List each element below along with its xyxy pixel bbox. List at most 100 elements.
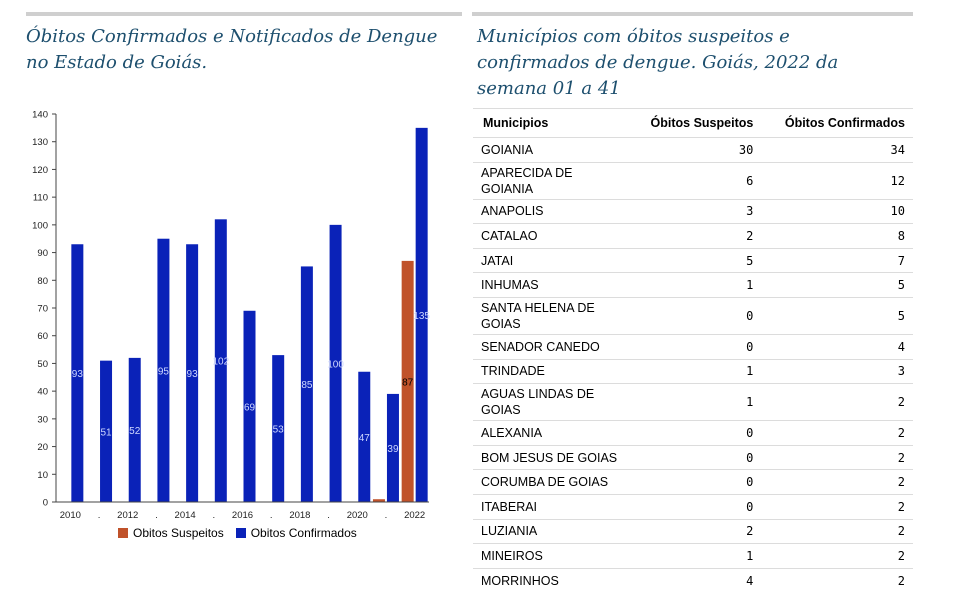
municipio-cell: LUZIANIA (473, 519, 629, 544)
legend-label-suspeitos: Obitos Suspeitos (133, 526, 224, 540)
obitos-suspeitos-cell: 1 (629, 359, 761, 384)
municipio-cell: MINEIROS (473, 544, 629, 569)
obitos-confirmados-cell: 5 (761, 297, 913, 334)
obitos-confirmados-cell: 8 (761, 224, 913, 249)
y-tick-label: 130 (32, 137, 48, 148)
municipio-cell: INHUMAS (473, 273, 629, 298)
legend-label-confirmados: Obitos Confirmados (251, 526, 357, 540)
x-tick-label: . (270, 510, 273, 521)
table-header-row: Municipios Óbitos Suspeitos Óbitos Confi… (473, 109, 913, 138)
obitos-suspeitos-cell: 0 (629, 297, 761, 334)
obitos-confirmados-cell: 2 (761, 544, 913, 569)
y-tick-label: 110 (33, 193, 48, 204)
obitos-suspeitos-cell: 0 (629, 334, 761, 359)
label-confirmados-2021: 39 (387, 444, 399, 455)
municipio-cell: APARECIDA DE GOIANIA (473, 162, 629, 199)
obitos-suspeitos-cell: 0 (629, 494, 761, 519)
label-confirmados-2017: 53 (273, 425, 285, 436)
x-tick-label: 2022 (404, 510, 425, 521)
y-tick-label: 10 (37, 470, 48, 481)
label-confirmados-2022: 135 (413, 311, 430, 322)
obitos-suspeitos-cell: 6 (629, 162, 761, 199)
municipio-cell: GOIANIA (473, 138, 629, 163)
obitos-suspeitos-cell: 30 (629, 138, 761, 163)
label-suspeitos-2022: 87 (402, 377, 414, 388)
y-tick-label: 100 (32, 220, 48, 231)
obitos-suspeitos-cell: 3 (629, 199, 761, 224)
obitos-suspeitos-cell: 1 (629, 544, 761, 569)
label-confirmados-2013: 95 (158, 366, 170, 377)
obitos-suspeitos-cell: 0 (629, 470, 761, 495)
x-axis: 2010.2012.2014.2016.2018.2020.2022 (56, 502, 429, 521)
label-confirmados-2018: 85 (301, 380, 313, 391)
municipio-cell: ALEXANIA (473, 421, 629, 446)
y-tick-label: 60 (37, 331, 48, 342)
obitos-confirmados-cell: 2 (761, 494, 913, 519)
obitos-confirmados-cell: 5 (761, 273, 913, 298)
label-confirmados-2014: 93 (187, 369, 199, 380)
x-tick-label: 2018 (289, 510, 310, 521)
y-tick-label: 30 (37, 414, 48, 425)
y-tick-label: 90 (37, 248, 48, 259)
y-tick-label: 120 (32, 165, 48, 176)
obitos-confirmados-cell: 2 (761, 384, 913, 421)
y-tick-label: 40 (37, 387, 48, 398)
left-panel-topbar (26, 12, 462, 16)
legend-item-confirmados: Obitos Confirmados (236, 526, 357, 540)
label-confirmados-2015: 102 (212, 357, 229, 368)
x-tick-label: . (385, 510, 388, 521)
obitos-suspeitos-cell: 2 (629, 224, 761, 249)
obitos-confirmados-cell: 2 (761, 470, 913, 495)
y-tick-label: 70 (37, 304, 48, 315)
legend-swatch-suspeitos (118, 528, 128, 538)
municipio-cell: ANAPOLIS (473, 199, 629, 224)
municipio-cell: CORUMBA DE GOIAS (473, 470, 629, 495)
municipio-cell: TRINDADE (473, 359, 629, 384)
municipio-cell: SANTA HELENA DE GOIAS (473, 297, 629, 334)
chart-legend: Obitos Suspeitos Obitos Confirmados (118, 526, 369, 540)
right-panel-topbar (472, 12, 913, 16)
obitos-suspeitos-cell: 1 (629, 273, 761, 298)
x-tick-label: . (98, 510, 101, 521)
obitos-suspeitos-cell: 0 (629, 421, 761, 446)
obitos-confirmados-cell: 4 (761, 334, 913, 359)
header-obitos-confirmados: Óbitos Confirmados (761, 109, 913, 138)
obitos-confirmados-cell: 34 (761, 138, 913, 163)
municipio-cell: AGUAS LINDAS DE GOIAS (473, 384, 629, 421)
municipio-cell: SENADOR CANEDO (473, 334, 629, 359)
obitos-suspeitos-cell: 1 (629, 384, 761, 421)
label-confirmados-2011: 51 (100, 427, 112, 438)
obitos-confirmados-cell: 12 (761, 162, 913, 199)
municipio-cell: ITABERAI (473, 494, 629, 519)
legend-swatch-confirmados (236, 528, 246, 538)
municipio-cell: BOM JESUS DE GOIAS (473, 445, 629, 470)
obitos-suspeitos-cell: 5 (629, 248, 761, 273)
municipios-table: Municipios Óbitos Suspeitos Óbitos Confi… (473, 108, 913, 592)
x-tick-label: 2016 (232, 510, 253, 521)
municipio-cell: CATALAO (473, 224, 629, 249)
obitos-confirmados-cell: 2 (761, 519, 913, 544)
obitos-confirmados-cell: 7 (761, 248, 913, 273)
y-tick-label: 20 (37, 442, 48, 453)
y-tick-label: 50 (37, 359, 48, 370)
label-confirmados-2010: 93 (72, 369, 84, 380)
label-confirmados-2019: 100 (327, 359, 344, 370)
label-confirmados-2012: 52 (129, 426, 141, 437)
y-tick-label: 140 (32, 110, 48, 121)
